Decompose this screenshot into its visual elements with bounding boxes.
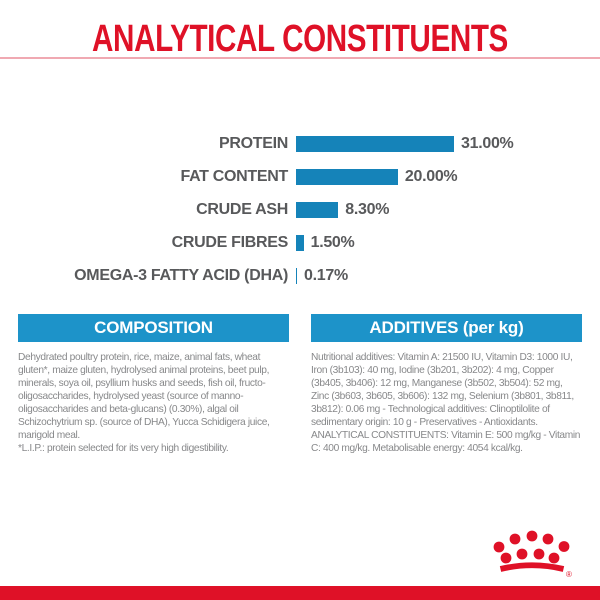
- title-underline: [0, 57, 600, 59]
- additives-section: ADDITIVES (per kg) Nutritional additives…: [311, 314, 582, 455]
- bar: [296, 135, 454, 152]
- page-title: ANALYTICAL CONSTITUENTS: [92, 18, 508, 60]
- composition-footnote: *L.I.P.: protein selected for its very h…: [18, 443, 229, 454]
- bar-label: OMEGA-3 FATTY ACID (DHA): [74, 266, 288, 284]
- bar-label: PROTEIN: [218, 134, 288, 152]
- bar-label: CRUDE FIBRES: [171, 233, 289, 251]
- composition-body: Dehydrated poultry protein, rice, maize,…: [18, 352, 270, 441]
- bar-row: CRUDE ASH 8.30%: [0, 193, 600, 226]
- composition-section: COMPOSITION Dehydrated poultry protein, …: [18, 314, 289, 455]
- bar: [296, 267, 297, 284]
- bar-value: 8.30%: [345, 200, 390, 218]
- bar: [296, 234, 304, 251]
- royal-canin-crown-logo: ®: [492, 528, 580, 580]
- bar-label: FAT CONTENT: [180, 167, 288, 185]
- composition-header: COMPOSITION: [18, 314, 289, 342]
- bar-value: 20.00%: [404, 167, 458, 185]
- bottom-red-bar: [0, 586, 600, 600]
- bar-label: CRUDE ASH: [196, 200, 288, 218]
- bar-row: PROTEIN 31.00%: [0, 127, 600, 160]
- info-columns: COMPOSITION Dehydrated poultry protein, …: [18, 314, 582, 455]
- bar-row: FAT CONTENT 20.00%: [0, 160, 600, 193]
- bar-value: 0.17%: [304, 266, 348, 284]
- additives-analytical: ANALYTICAL CONSTITUENTS: Vitamin E: 500 …: [311, 430, 581, 454]
- bar-value: 1.50%: [310, 233, 355, 251]
- additives-header: ADDITIVES (per kg): [311, 314, 582, 342]
- bar: [296, 168, 398, 185]
- additives-body: Nutritional additives: Vitamin A: 21500 …: [311, 352, 574, 428]
- bar-chart: PROTEIN 31.00% FAT CONTENT 20.00% CRUDE ASH 8…: [0, 127, 600, 292]
- bar-row: OMEGA-3 FATTY ACID (DHA) 0.17%: [0, 259, 600, 292]
- crown-icon: ®: [493, 530, 572, 579]
- registered-mark: ®: [566, 570, 572, 579]
- bar-row: CRUDE FIBRES 1.50%: [0, 226, 600, 259]
- bar: [296, 201, 339, 218]
- bar-value: 31.00%: [461, 134, 514, 152]
